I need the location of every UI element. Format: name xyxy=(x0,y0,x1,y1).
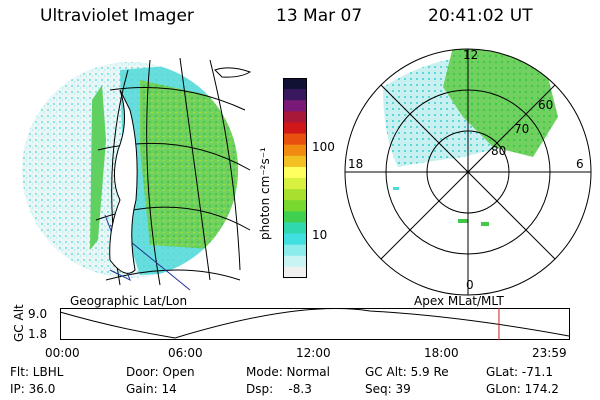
colorbar-label: photon cm⁻²s⁻¹ xyxy=(258,147,272,240)
colorbar-segment xyxy=(283,100,307,112)
timeline-ytick-min: 1.8 xyxy=(28,327,48,341)
timeline-xtick-1200: 12:00 xyxy=(296,346,331,360)
instrument-title: Ultraviolet Imager xyxy=(40,6,194,26)
seq-info: Seq: 39 xyxy=(365,382,411,396)
colorbar-tick-100: 100 xyxy=(312,140,335,154)
lat-label-70: 70 xyxy=(514,122,530,136)
gain-info: Gain: 14 xyxy=(126,382,177,396)
gc-alt-info: GC Alt: 5.9 Re xyxy=(365,365,449,379)
polar-caption: Apex MLat/MLT xyxy=(414,294,504,308)
lat-label-80: 80 xyxy=(491,144,507,158)
glon-info: GLon: 174.2 xyxy=(486,382,559,396)
colorbar-segment xyxy=(283,78,307,90)
geographic-image xyxy=(22,57,252,291)
timeline-xtick-0000: 00:00 xyxy=(45,346,80,360)
colorbar-segment xyxy=(283,200,307,212)
timeline-xtick-2359: 23:59 xyxy=(532,346,567,360)
colorbar xyxy=(283,78,307,279)
colorbar-segment xyxy=(283,133,307,146)
colorbar-segment xyxy=(283,244,307,257)
timeline-xtick-1800: 18:00 xyxy=(424,346,459,360)
mlt-label-12: 12 xyxy=(463,48,479,62)
ip-info: IP: 36.0 xyxy=(10,382,56,396)
timeline-ylabel: GC Alt xyxy=(12,304,26,342)
geographic-caption: Geographic Lat/Lon xyxy=(70,294,188,308)
flt-info: Flt: LBHL xyxy=(10,365,64,379)
colorbar-segment xyxy=(283,266,307,279)
colorbar-segment xyxy=(283,111,307,123)
polar-image xyxy=(344,48,592,296)
colorbar-segment xyxy=(283,222,307,235)
timeline-ytick-max: 9.0 xyxy=(28,307,48,321)
colorbar-segment xyxy=(283,166,307,179)
colorbar-segment xyxy=(283,155,307,168)
mlt-label-0: 0 xyxy=(466,278,474,292)
lat-label-60: 60 xyxy=(538,98,554,112)
time-label: 20:41:02 UT xyxy=(428,6,533,26)
altitude-timeline xyxy=(59,308,570,340)
door-info: Door: Open xyxy=(126,365,195,379)
colorbar-frame xyxy=(283,78,307,278)
colorbar-segment xyxy=(283,211,307,223)
colorbar-segment xyxy=(283,89,307,101)
mlt-label-18: 18 xyxy=(348,157,364,171)
colorbar-segment xyxy=(283,189,307,201)
colorbar-segment xyxy=(283,178,307,190)
timeline-xtick-0600: 06:00 xyxy=(168,346,203,360)
dsp-info: Dsp: -8.3 xyxy=(246,382,312,396)
colorbar-segment xyxy=(283,122,307,135)
colorbar-tick-10: 10 xyxy=(312,228,328,242)
mode-info: Mode: Normal xyxy=(246,365,330,379)
date-label: 13 Mar 07 xyxy=(276,6,363,26)
colorbar-segment xyxy=(283,255,307,268)
colorbar-segment xyxy=(283,144,307,157)
mlt-label-6: 6 xyxy=(576,157,584,171)
glat-info: GLat: -71.1 xyxy=(486,365,553,379)
colorbar-segment xyxy=(283,233,307,246)
